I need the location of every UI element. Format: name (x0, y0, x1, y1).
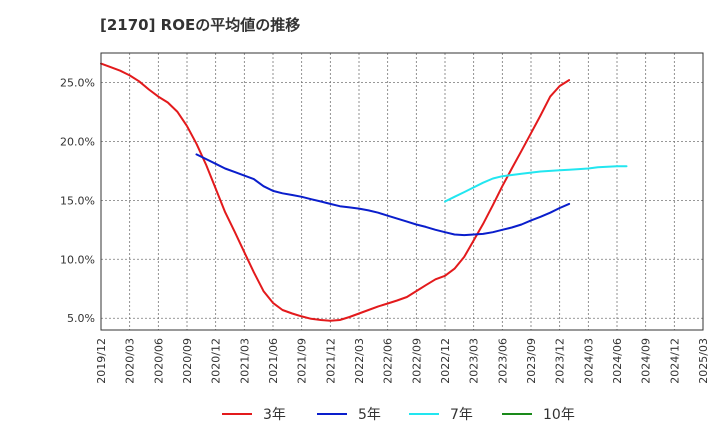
x-tick-label: 2025/03 (697, 338, 710, 384)
x-tick-label: 2022/09 (410, 338, 423, 384)
x-tick-label: 2023/09 (525, 338, 538, 384)
grid-layer (101, 53, 703, 330)
x-tick-label: 2022/03 (353, 338, 366, 384)
x-tick-label: 2024/03 (582, 338, 595, 384)
x-tick-label: 2024/09 (640, 338, 653, 384)
legend-label: 7年 (450, 407, 473, 423)
x-tick-label: 2021/06 (267, 338, 280, 384)
x-tick-label: 2024/12 (668, 338, 681, 384)
x-tick-label: 2024/06 (611, 338, 624, 384)
plot-frame (100, 52, 704, 331)
series-line-3年 (100, 62, 571, 322)
axis-layer: 5.0% 10.0% 15.0% 20.0% 25.0% 2019/12 2020/03 20… (60, 52, 710, 384)
legend-label: 10年 (543, 407, 575, 423)
x-tick-label: 2021/03 (238, 338, 251, 384)
y-tick-label: 25.0% (60, 76, 95, 89)
series-line-5年 (195, 153, 571, 237)
y-tick-label: 20.0% (60, 135, 95, 148)
series-layer (100, 62, 628, 322)
series-line-7年 (444, 165, 628, 203)
x-tick-label: 2019/12 (95, 338, 108, 384)
x-tick-label: 2020/09 (181, 338, 194, 384)
legend: 3年 5年 7年 10年 (222, 407, 575, 423)
x-tick-label: 2023/03 (468, 338, 481, 384)
x-tick-label: 2022/12 (439, 338, 452, 384)
legend-label: 5年 (358, 407, 381, 423)
y-tick-label: 5.0% (67, 312, 95, 325)
x-tick-label: 2021/09 (296, 338, 309, 384)
x-tick-label: 2023/12 (554, 338, 567, 384)
legend-label: 3年 (263, 407, 286, 423)
x-tick-label: 2021/12 (324, 338, 337, 384)
x-tick-label: 2020/12 (210, 338, 223, 384)
x-tick-label: 2020/06 (152, 338, 165, 384)
chart-title: [2170] ROEの平均値の推移 (100, 16, 301, 34)
x-tick-label: 2023/06 (496, 338, 509, 384)
y-tick-label: 15.0% (60, 194, 95, 207)
x-tick-label: 2022/06 (382, 338, 395, 384)
x-tick-label: 2020/03 (124, 338, 137, 384)
y-tick-label: 10.0% (60, 253, 95, 266)
